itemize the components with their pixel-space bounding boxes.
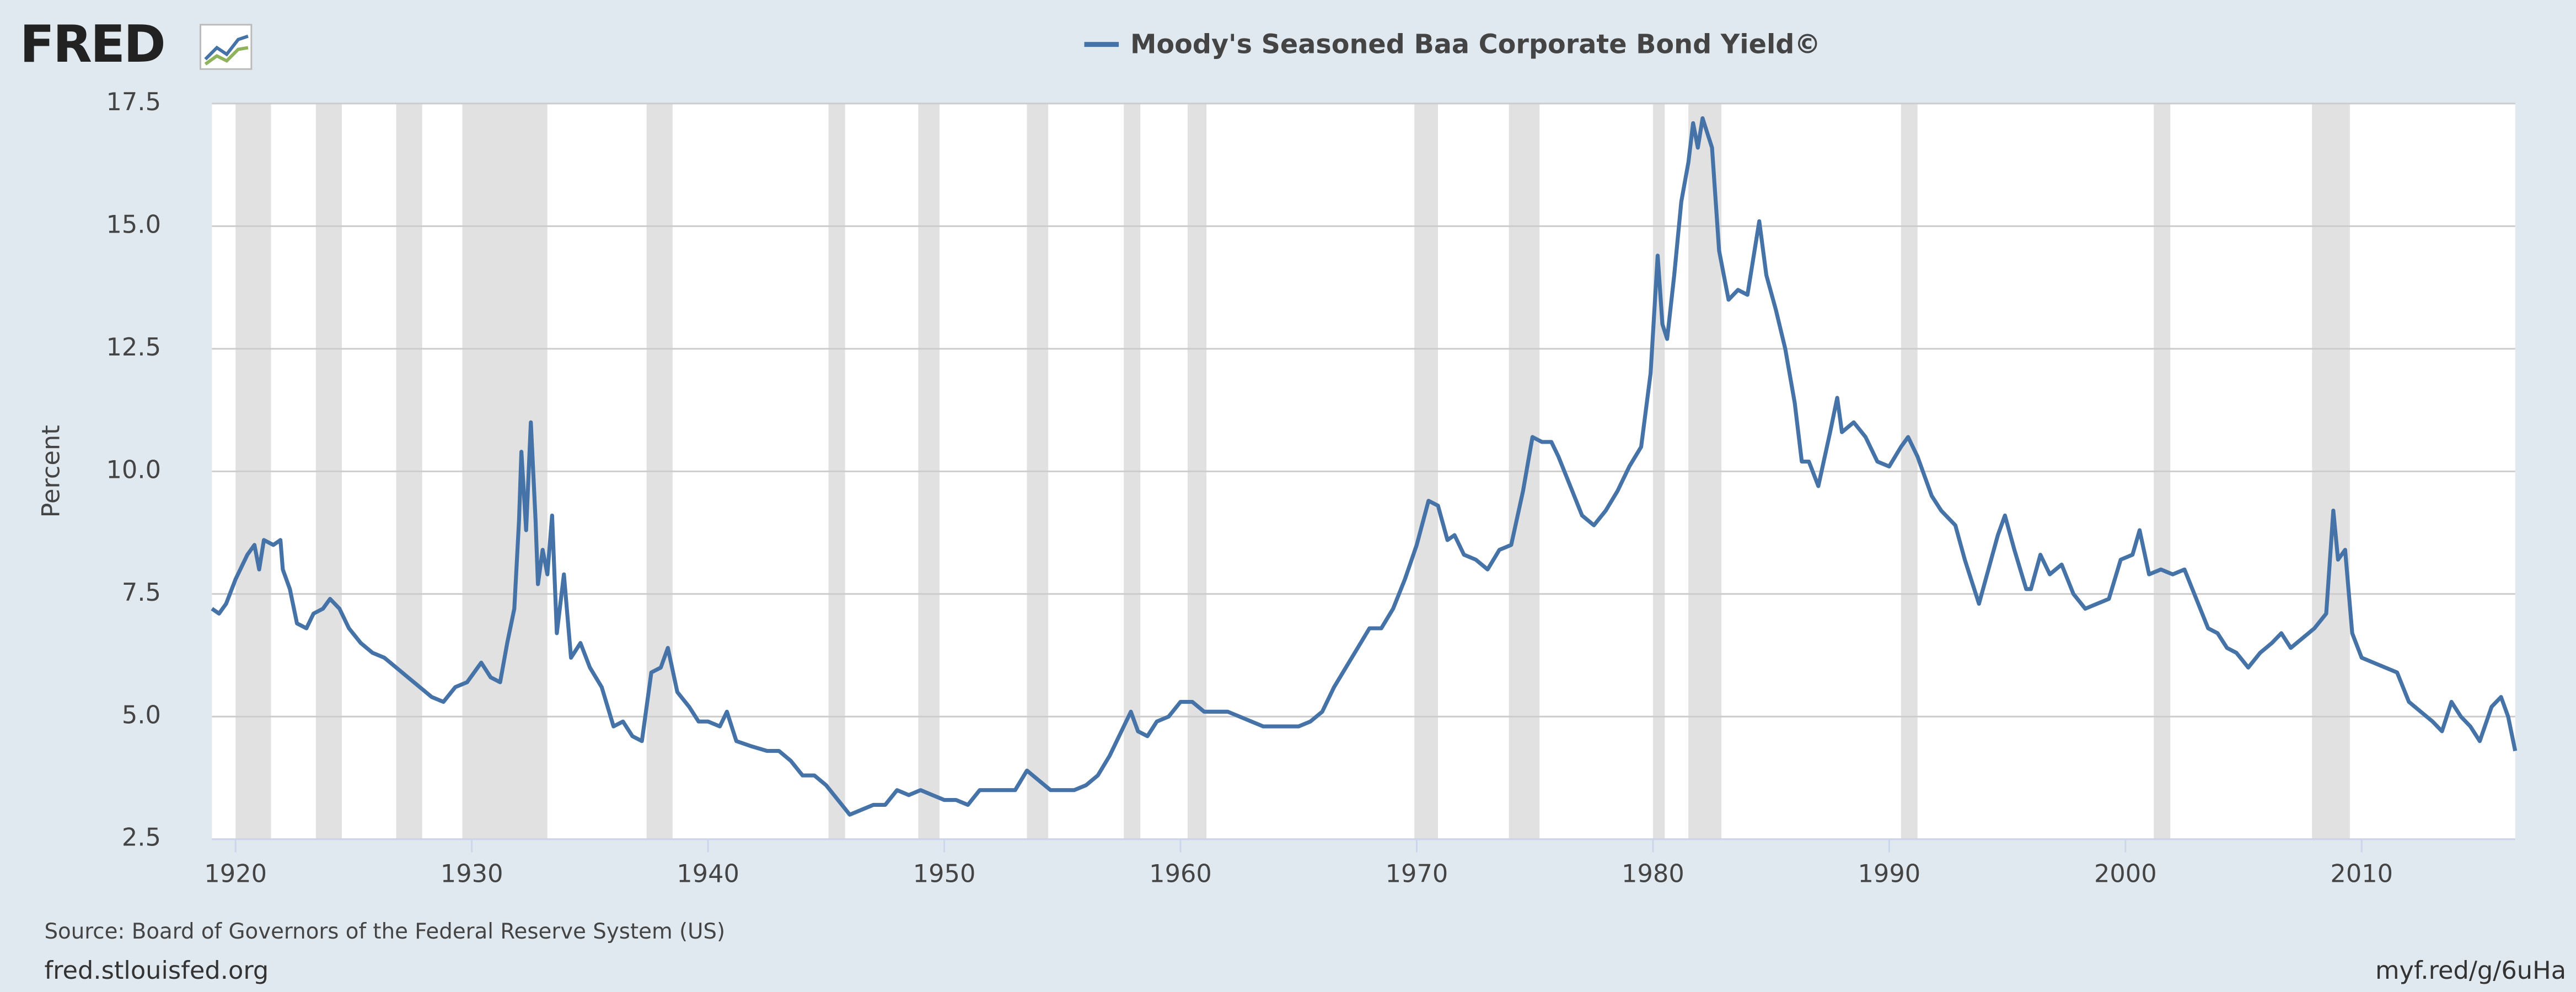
logo-icon-line — [204, 46, 249, 66]
logo-icon — [200, 24, 253, 70]
plot-layer — [211, 103, 2518, 840]
source-note: Source: Board of Governors of the Federa… — [44, 919, 725, 944]
y-axis-label: Percent — [36, 425, 65, 517]
x-tick-label: 1960 — [1149, 859, 1212, 888]
y-tick-label: 17.5 — [106, 88, 162, 116]
x-tick-label: 1940 — [677, 859, 739, 888]
y-tick-label: 10.0 — [106, 455, 162, 484]
short-url[interactable]: myf.red/g/6uHa — [2375, 956, 2566, 985]
x-tick-label: 2010 — [2330, 859, 2393, 888]
x-tick-label: 1990 — [1858, 859, 1920, 888]
y-tick-label: 5.0 — [122, 700, 161, 729]
x-tick-label: 1970 — [1386, 859, 1448, 888]
x-tick-label: 1950 — [913, 859, 976, 888]
site-link[interactable]: fred.stlouisfed.org — [44, 956, 269, 985]
y-tick-label: 15.0 — [106, 210, 162, 239]
x-tick-label: 1980 — [1622, 859, 1684, 888]
legend-label: Moody's Seasoned Baa Corporate Bond Yiel… — [1130, 30, 1821, 60]
logo-icon-line — [204, 34, 249, 61]
y-tick-label: 7.5 — [122, 578, 161, 607]
y-tick-label: 2.5 — [122, 823, 161, 852]
x-tick-label: 1920 — [204, 859, 267, 888]
logo: FRED — [20, 14, 164, 74]
x-tick-label: 2000 — [2094, 859, 2157, 888]
series-line — [211, 116, 2518, 817]
y-tick-label: 12.5 — [106, 333, 162, 362]
x-tick-label: 1930 — [441, 859, 503, 888]
